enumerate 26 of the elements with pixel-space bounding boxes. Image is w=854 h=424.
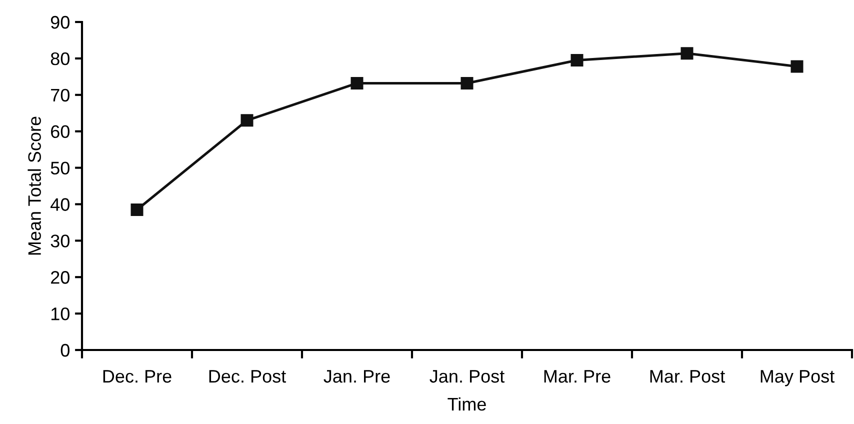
x-tick-label: Mar. Post: [650, 370, 725, 383]
x-tick-label: May Post: [760, 370, 834, 386]
x-tick-label: Mar. Pre: [544, 370, 610, 383]
point: [570, 54, 584, 67]
point: [350, 76, 364, 90]
point: [790, 60, 804, 73]
y-tick-label: 0: [60, 344, 70, 357]
point: [460, 76, 474, 90]
y-tick-label: 20: [51, 271, 70, 284]
x-tick-label: Dec. Pre: [103, 370, 172, 383]
x-tick-label: Jan. Post: [430, 370, 505, 383]
point: [240, 114, 254, 127]
y-tick-label: 60: [51, 125, 70, 138]
y-axis-title: Mean Total Score: [28, 116, 41, 255]
y-tick-label: 30: [50, 234, 70, 248]
x-tick-label: Dec. Post: [209, 370, 286, 383]
x-axis-title: Time: [448, 397, 486, 411]
y-tick-label: 50: [50, 162, 70, 174]
y-tick-label: 70: [51, 88, 70, 102]
x-tick-label: Jan. Pre: [324, 370, 390, 383]
y-tick-label: 10: [51, 307, 70, 320]
point: [130, 203, 144, 216]
y-tick-label: 90: [50, 16, 70, 29]
y-tick-label: 40: [50, 198, 70, 211]
y-tick-label: 80: [50, 52, 70, 66]
point: [680, 47, 694, 60]
